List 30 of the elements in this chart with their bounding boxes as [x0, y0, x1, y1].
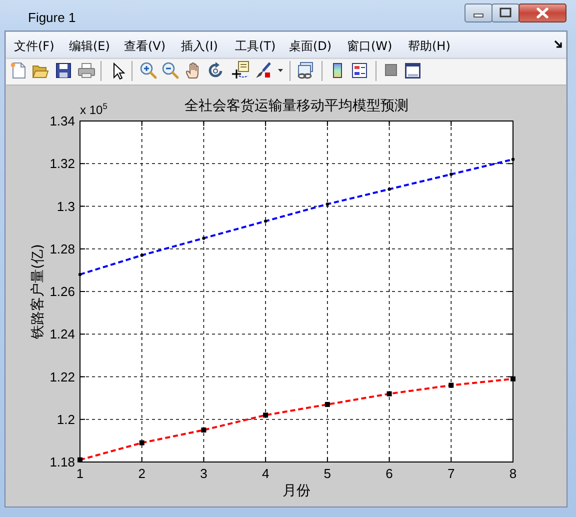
- text: 帮助(H): [408, 39, 450, 53]
- x-tick-label: 4: [262, 466, 270, 481]
- y-tick-label: 1.18: [50, 454, 75, 470]
- text: 查看(V): [124, 39, 166, 53]
- x-tick-label: 6: [386, 466, 393, 481]
- text: 桌面(D): [289, 39, 332, 53]
- y-tick-label: 1.3: [56, 198, 75, 214]
- text: 工具(T): [235, 39, 276, 53]
- text: 插入(I): [181, 39, 218, 53]
- y-axis-title: 铁路客户量(亿): [30, 244, 46, 340]
- y-tick-label: 1.28: [50, 241, 75, 256]
- text: 窗口(W): [347, 39, 392, 53]
- y-tick-label: 1.34: [50, 114, 75, 129]
- text: 文件(F): [14, 39, 54, 53]
- y-tick-label: 1.22: [50, 369, 75, 384]
- y-tick-label: 1.32: [50, 156, 75, 172]
- y-tick-label: 1.24: [50, 326, 75, 342]
- text: x 10$^{5}$: [80, 101, 108, 117]
- x-tick-label: 7: [448, 466, 455, 481]
- x-axis-title: 月份: [282, 483, 310, 499]
- x-tick-label: 2: [138, 466, 146, 481]
- x-tick-label: 5: [324, 466, 332, 481]
- text: 编辑(E): [69, 39, 110, 53]
- caption: Figure 1: [28, 10, 76, 25]
- y-tick-label: 1.2: [56, 412, 75, 427]
- x-tick-label: 8: [509, 466, 517, 481]
- x-tick-label: 1: [76, 466, 84, 481]
- chart-title: 全社会客货运输量移动平均模型预测: [184, 98, 408, 114]
- y-tick-label: 1.26: [50, 284, 75, 300]
- x-tick-label: 3: [200, 466, 208, 481]
